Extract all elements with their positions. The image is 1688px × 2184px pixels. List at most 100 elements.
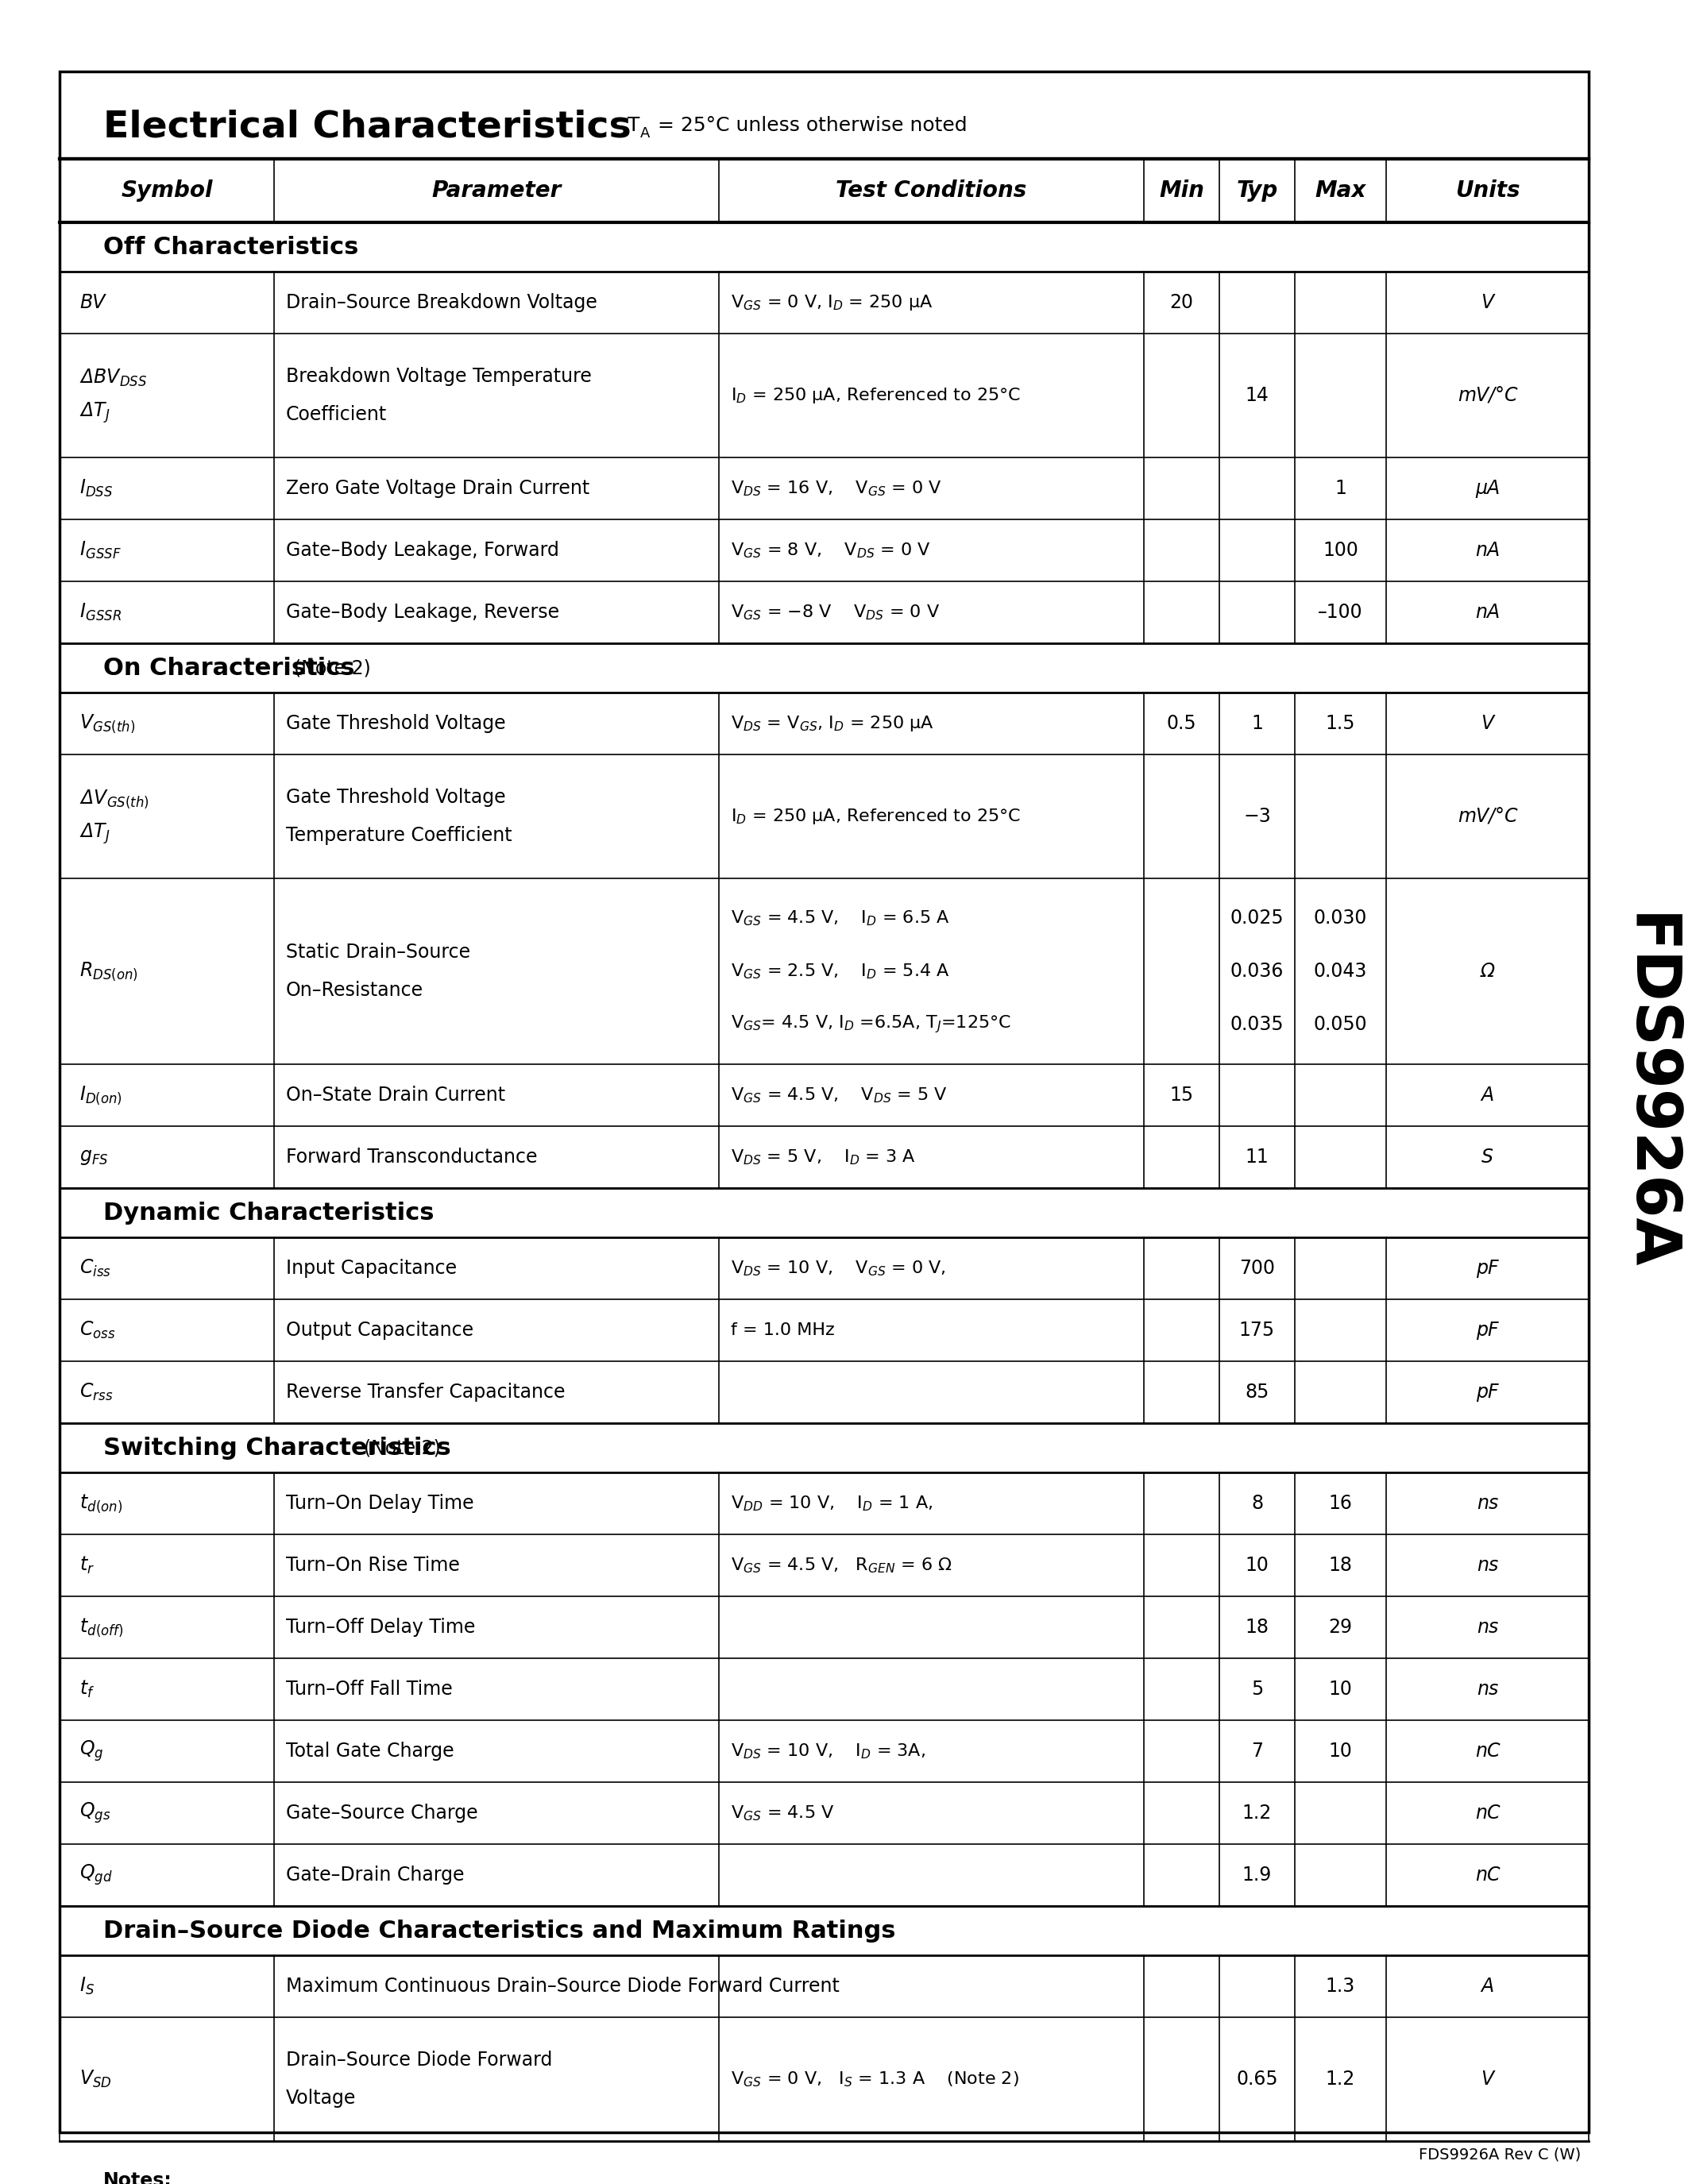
Text: 175: 175 (1239, 1321, 1274, 1339)
Text: I$_S$: I$_S$ (79, 1977, 95, 1996)
Text: Drain–Source Diode Characteristics and Maximum Ratings: Drain–Source Diode Characteristics and M… (103, 1920, 896, 1942)
Text: V$_{DS}$ = V$_{GS}$, I$_D$ = 250 μA: V$_{DS}$ = V$_{GS}$, I$_D$ = 250 μA (731, 714, 933, 734)
Text: 1: 1 (1335, 478, 1347, 498)
Text: t$_f$: t$_f$ (79, 1679, 95, 1699)
Text: 1.3: 1.3 (1325, 1977, 1355, 1996)
Text: Temperature Coefficient: Temperature Coefficient (285, 826, 511, 845)
Text: 5: 5 (1251, 1679, 1263, 1699)
Text: V$_{GS}$ = 4.5 V,   R$_{GEN}$ = 6 Ω: V$_{GS}$ = 4.5 V, R$_{GEN}$ = 6 Ω (731, 1555, 952, 1575)
Text: V$_{GS}$ = 0 V,   I$_S$ = 1.3 A    (Note 2): V$_{GS}$ = 0 V, I$_S$ = 1.3 A (Note 2) (731, 2070, 1020, 2088)
Text: (Note 2): (Note 2) (363, 1439, 441, 1457)
Text: ns: ns (1477, 1555, 1499, 1575)
Text: 0.036: 0.036 (1231, 961, 1285, 981)
Text: Drain–Source Diode Forward: Drain–Source Diode Forward (285, 2051, 552, 2070)
Text: Typ: Typ (1236, 179, 1278, 201)
Text: V$_{GS}$ = 4.5 V,    V$_{DS}$ = 5 V: V$_{GS}$ = 4.5 V, V$_{DS}$ = 5 V (731, 1085, 947, 1105)
Text: Gate–Body Leakage, Forward: Gate–Body Leakage, Forward (285, 542, 559, 559)
Text: Q$_{gd}$: Q$_{gd}$ (79, 1863, 113, 1887)
Text: 14: 14 (1246, 387, 1269, 404)
Text: ns: ns (1477, 1494, 1499, 1514)
Text: ΔT$_J$: ΔT$_J$ (79, 821, 110, 845)
Text: V$_{DS}$ = 5 V,    I$_D$ = 3 A: V$_{DS}$ = 5 V, I$_D$ = 3 A (731, 1149, 917, 1166)
Text: pF: pF (1475, 1321, 1499, 1339)
Text: Static Drain–Source: Static Drain–Source (285, 943, 471, 961)
Text: 1: 1 (1251, 714, 1263, 734)
Text: Gate–Drain Charge: Gate–Drain Charge (285, 1865, 464, 1885)
Text: A: A (1480, 1085, 1494, 1105)
Text: I$_{DSS}$: I$_{DSS}$ (79, 478, 113, 498)
Text: Drain–Source Breakdown Voltage: Drain–Source Breakdown Voltage (285, 293, 598, 312)
Text: C$_{rss}$: C$_{rss}$ (79, 1382, 113, 1402)
Text: V: V (1480, 714, 1494, 734)
Text: Ω: Ω (1480, 961, 1494, 981)
Text: 0.030: 0.030 (1313, 909, 1367, 928)
Text: 10: 10 (1328, 1741, 1352, 1760)
Text: V: V (1480, 2070, 1494, 2088)
Text: Symbol: Symbol (122, 179, 213, 201)
Text: 85: 85 (1246, 1382, 1269, 1402)
Text: Q$_{gs}$: Q$_{gs}$ (79, 1802, 111, 1826)
Text: On–Resistance: On–Resistance (285, 981, 424, 1000)
Text: Reverse Transfer Capacitance: Reverse Transfer Capacitance (285, 1382, 565, 1402)
Text: 0.5: 0.5 (1166, 714, 1197, 734)
Text: (Note 2): (Note 2) (294, 657, 371, 677)
Text: I$_{GSSF}$: I$_{GSSF}$ (79, 539, 122, 561)
Text: I$_{GSSR}$: I$_{GSSR}$ (79, 603, 122, 622)
Text: 1.9: 1.9 (1242, 1865, 1271, 1885)
Text: V$_{DS}$ = 10 V,    V$_{GS}$ = 0 V,: V$_{DS}$ = 10 V, V$_{GS}$ = 0 V, (731, 1258, 945, 1278)
Text: ns: ns (1477, 1679, 1499, 1699)
Text: Forward Transconductance: Forward Transconductance (285, 1147, 537, 1166)
Text: FDS9926A Rev C (W): FDS9926A Rev C (W) (1418, 2147, 1580, 2162)
Text: Gate Threshold Voltage: Gate Threshold Voltage (285, 714, 506, 734)
Text: T: T (628, 116, 640, 135)
Text: V$_{GS}$ = 4.5 V: V$_{GS}$ = 4.5 V (731, 1804, 834, 1821)
Text: Input Capacitance: Input Capacitance (285, 1258, 457, 1278)
Text: V$_{GS}$ = 4.5 V,    I$_D$ = 6.5 A: V$_{GS}$ = 4.5 V, I$_D$ = 6.5 A (731, 909, 950, 928)
Text: Test Conditions: Test Conditions (836, 179, 1026, 201)
Text: Dynamic Characteristics: Dynamic Characteristics (103, 1201, 434, 1225)
Text: g$_{FS}$: g$_{FS}$ (79, 1147, 108, 1166)
Text: V$_{GS}$ = 2.5 V,    I$_D$ = 5.4 A: V$_{GS}$ = 2.5 V, I$_D$ = 5.4 A (731, 961, 950, 981)
Text: f = 1.0 MHz: f = 1.0 MHz (731, 1321, 834, 1339)
Text: 700: 700 (1239, 1258, 1274, 1278)
Text: 1.5: 1.5 (1325, 714, 1355, 734)
Text: Units: Units (1455, 179, 1519, 201)
Text: 0.050: 0.050 (1313, 1016, 1367, 1033)
Text: ΔBV$_{DSS}$: ΔBV$_{DSS}$ (79, 367, 147, 389)
Text: 10: 10 (1246, 1555, 1269, 1575)
Text: I$_D$ = 250 μA, Referenced to 25°C: I$_D$ = 250 μA, Referenced to 25°C (731, 806, 1021, 826)
Text: 18: 18 (1328, 1555, 1352, 1575)
Text: 16: 16 (1328, 1494, 1352, 1514)
Text: Coefficient: Coefficient (285, 406, 387, 424)
Text: ΔT$_J$: ΔT$_J$ (79, 400, 110, 426)
Text: Max: Max (1315, 179, 1366, 201)
Text: 18: 18 (1246, 1618, 1269, 1636)
Text: Parameter: Parameter (432, 179, 562, 201)
Text: pF: pF (1475, 1258, 1499, 1278)
Text: V$_{DS}$ = 16 V,    V$_{GS}$ = 0 V: V$_{DS}$ = 16 V, V$_{GS}$ = 0 V (731, 478, 942, 498)
Text: Voltage: Voltage (285, 2088, 356, 2108)
Text: I$_D$ = 250 μA, Referenced to 25°C: I$_D$ = 250 μA, Referenced to 25°C (731, 387, 1021, 404)
Text: mV/°C: mV/°C (1457, 387, 1518, 404)
Text: ns: ns (1477, 1618, 1499, 1636)
Text: 100: 100 (1323, 542, 1359, 559)
Text: Breakdown Voltage Temperature: Breakdown Voltage Temperature (285, 367, 592, 387)
Text: Turn–Off Fall Time: Turn–Off Fall Time (285, 1679, 452, 1699)
Text: t$_{d(on)}$: t$_{d(on)}$ (79, 1492, 123, 1514)
Text: 8: 8 (1251, 1494, 1263, 1514)
Text: On–State Drain Current: On–State Drain Current (285, 1085, 505, 1105)
Text: Notes:: Notes: (103, 2171, 172, 2184)
Text: nA: nA (1475, 542, 1501, 559)
Text: 15: 15 (1170, 1085, 1193, 1105)
Text: I$_{D(on)}$: I$_{D(on)}$ (79, 1083, 122, 1105)
Text: nA: nA (1475, 603, 1501, 622)
Text: μA: μA (1475, 478, 1501, 498)
Text: Turn–On Delay Time: Turn–On Delay Time (285, 1494, 474, 1514)
Text: V$_{GS}$ = −8 V    V$_{DS}$ = 0 V: V$_{GS}$ = −8 V V$_{DS}$ = 0 V (731, 603, 940, 622)
Text: Turn–On Rise Time: Turn–On Rise Time (285, 1555, 459, 1575)
Text: Gate–Body Leakage, Reverse: Gate–Body Leakage, Reverse (285, 603, 559, 622)
Text: nC: nC (1475, 1741, 1501, 1760)
Text: 0.035: 0.035 (1231, 1016, 1285, 1033)
Text: BV: BV (79, 293, 105, 312)
Text: nC: nC (1475, 1865, 1501, 1885)
